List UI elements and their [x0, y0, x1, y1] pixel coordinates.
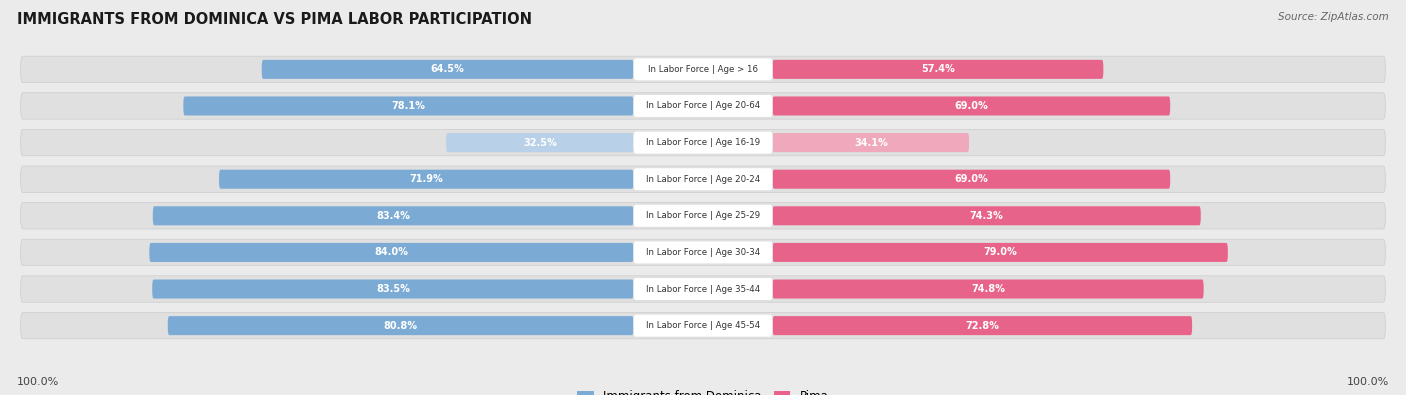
Text: 69.0%: 69.0%: [955, 101, 988, 111]
Text: 34.1%: 34.1%: [853, 137, 887, 148]
FancyBboxPatch shape: [446, 133, 634, 152]
FancyBboxPatch shape: [634, 278, 772, 300]
FancyBboxPatch shape: [772, 170, 1170, 189]
Text: IMMIGRANTS FROM DOMINICA VS PIMA LABOR PARTICIPATION: IMMIGRANTS FROM DOMINICA VS PIMA LABOR P…: [17, 12, 531, 27]
FancyBboxPatch shape: [262, 60, 634, 79]
FancyBboxPatch shape: [634, 315, 772, 337]
FancyBboxPatch shape: [21, 130, 1385, 156]
FancyBboxPatch shape: [152, 280, 634, 299]
FancyBboxPatch shape: [772, 206, 1201, 225]
FancyBboxPatch shape: [149, 243, 634, 262]
FancyBboxPatch shape: [167, 316, 634, 335]
FancyBboxPatch shape: [153, 206, 634, 225]
FancyBboxPatch shape: [634, 58, 772, 80]
FancyBboxPatch shape: [634, 95, 772, 117]
Text: In Labor Force | Age 45-54: In Labor Force | Age 45-54: [645, 321, 761, 330]
Text: 64.5%: 64.5%: [430, 64, 464, 74]
Text: In Labor Force | Age 35-44: In Labor Force | Age 35-44: [645, 284, 761, 293]
Text: Source: ZipAtlas.com: Source: ZipAtlas.com: [1278, 12, 1389, 22]
Text: In Labor Force | Age 20-64: In Labor Force | Age 20-64: [645, 102, 761, 111]
Text: 57.4%: 57.4%: [921, 64, 955, 74]
Text: 32.5%: 32.5%: [523, 137, 557, 148]
Text: 80.8%: 80.8%: [384, 321, 418, 331]
Text: 74.8%: 74.8%: [972, 284, 1005, 294]
Text: 79.0%: 79.0%: [983, 247, 1017, 258]
FancyBboxPatch shape: [21, 166, 1385, 192]
FancyBboxPatch shape: [772, 133, 969, 152]
FancyBboxPatch shape: [21, 203, 1385, 229]
Text: In Labor Force | Age 20-24: In Labor Force | Age 20-24: [645, 175, 761, 184]
Text: In Labor Force | Age 30-34: In Labor Force | Age 30-34: [645, 248, 761, 257]
Text: 84.0%: 84.0%: [374, 247, 408, 258]
FancyBboxPatch shape: [634, 205, 772, 227]
Text: 83.5%: 83.5%: [375, 284, 409, 294]
Text: 78.1%: 78.1%: [391, 101, 426, 111]
Text: In Labor Force | Age > 16: In Labor Force | Age > 16: [648, 65, 758, 74]
Text: In Labor Force | Age 16-19: In Labor Force | Age 16-19: [645, 138, 761, 147]
FancyBboxPatch shape: [21, 93, 1385, 119]
Text: 72.8%: 72.8%: [966, 321, 1000, 331]
FancyBboxPatch shape: [772, 280, 1204, 299]
Text: 83.4%: 83.4%: [377, 211, 411, 221]
Legend: Immigrants from Dominica, Pima: Immigrants from Dominica, Pima: [572, 385, 834, 395]
Text: 100.0%: 100.0%: [17, 377, 59, 387]
FancyBboxPatch shape: [772, 60, 1104, 79]
Text: 74.3%: 74.3%: [970, 211, 1004, 221]
FancyBboxPatch shape: [21, 312, 1385, 339]
FancyBboxPatch shape: [21, 56, 1385, 83]
FancyBboxPatch shape: [219, 170, 634, 189]
FancyBboxPatch shape: [634, 168, 772, 190]
FancyBboxPatch shape: [21, 239, 1385, 265]
FancyBboxPatch shape: [21, 276, 1385, 302]
Text: 71.9%: 71.9%: [409, 174, 443, 184]
Text: In Labor Force | Age 25-29: In Labor Force | Age 25-29: [645, 211, 761, 220]
FancyBboxPatch shape: [772, 243, 1227, 262]
FancyBboxPatch shape: [634, 132, 772, 154]
FancyBboxPatch shape: [183, 96, 634, 115]
FancyBboxPatch shape: [772, 96, 1170, 115]
FancyBboxPatch shape: [634, 241, 772, 263]
Text: 100.0%: 100.0%: [1347, 377, 1389, 387]
FancyBboxPatch shape: [772, 316, 1192, 335]
Text: 69.0%: 69.0%: [955, 174, 988, 184]
